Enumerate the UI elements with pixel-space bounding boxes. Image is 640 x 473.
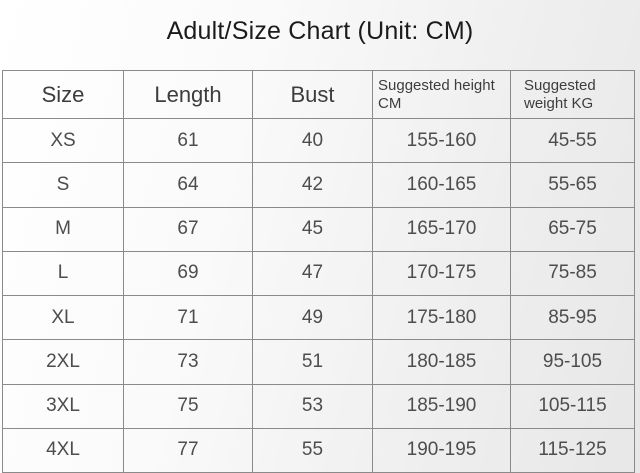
- table-cell: 73: [124, 340, 253, 385]
- table-cell: 4XL: [3, 428, 124, 473]
- table-cell: 61: [124, 119, 253, 164]
- table-cell: 75: [124, 384, 253, 429]
- table-cell: 190-195: [373, 428, 511, 473]
- table-cell: 51: [253, 340, 373, 385]
- table-cell: L: [3, 251, 124, 296]
- column-header-length: Length: [124, 71, 253, 119]
- column-header-suggested-height: Suggested height CM: [373, 71, 511, 119]
- table-cell: 71: [124, 296, 253, 341]
- column-header-suggested-weight: Suggested weight KG: [511, 71, 635, 119]
- table-cell: 53: [253, 384, 373, 429]
- column-header-size: Size: [3, 71, 124, 119]
- table-cell: 64: [124, 163, 253, 208]
- table-cell: 55: [253, 428, 373, 473]
- table-cell: 3XL: [3, 384, 124, 429]
- column-header-bust: Bust: [253, 71, 373, 119]
- table-cell: 42: [253, 163, 373, 208]
- table-cell: 45: [253, 207, 373, 252]
- table-cell: 40: [253, 119, 373, 164]
- table-cell: 49: [253, 296, 373, 341]
- table-cell: 180-185: [373, 340, 511, 385]
- table-cell: 165-170: [373, 207, 511, 252]
- table-cell: 85-95: [511, 296, 635, 341]
- size-chart-table: Size Length Bust Suggested height CM Sug…: [2, 70, 635, 473]
- table-cell: 65-75: [511, 207, 635, 252]
- table-cell: 67: [124, 207, 253, 252]
- table-cell: 95-105: [511, 340, 635, 385]
- table-cell: 77: [124, 428, 253, 473]
- table-cell: XS: [3, 119, 124, 164]
- table-cell: 55-65: [511, 163, 635, 208]
- table-cell: 105-115: [511, 384, 635, 429]
- table-cell: 2XL: [3, 340, 124, 385]
- table-cell: M: [3, 207, 124, 252]
- table-cell: 45-55: [511, 119, 635, 164]
- table-cell: 115-125: [511, 428, 635, 473]
- table-cell: 160-165: [373, 163, 511, 208]
- table-cell: 175-180: [373, 296, 511, 341]
- table-cell: S: [3, 163, 124, 208]
- table-cell: 185-190: [373, 384, 511, 429]
- page-title: Adult/Size Chart (Unit: CM): [166, 17, 474, 45]
- table-cell: 155-160: [373, 119, 511, 164]
- table-cell: XL: [3, 296, 124, 341]
- table-cell: 47: [253, 251, 373, 296]
- table-cell: 75-85: [511, 251, 635, 296]
- table-cell: 69: [124, 251, 253, 296]
- table-cell: 170-175: [373, 251, 511, 296]
